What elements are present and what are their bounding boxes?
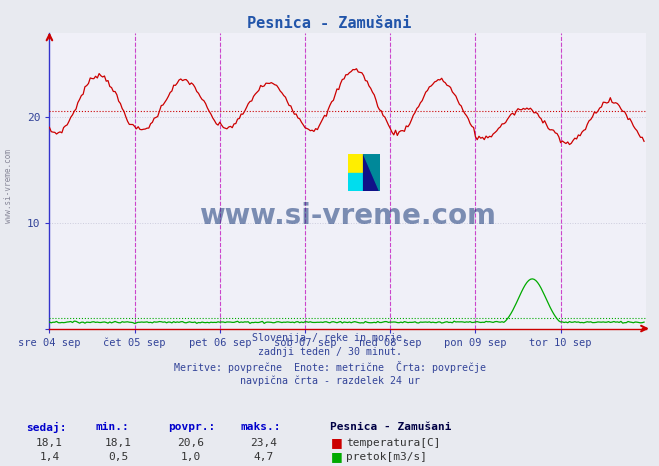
- Text: 4,7: 4,7: [254, 452, 273, 462]
- Text: maks.:: maks.:: [241, 422, 281, 432]
- Polygon shape: [348, 172, 364, 191]
- Text: pretok[m3/s]: pretok[m3/s]: [346, 452, 427, 462]
- Text: ■: ■: [331, 436, 343, 449]
- Polygon shape: [364, 154, 380, 191]
- Text: 18,1: 18,1: [105, 438, 132, 447]
- Text: 18,1: 18,1: [36, 438, 63, 447]
- Polygon shape: [348, 154, 364, 172]
- Text: sedaj:: sedaj:: [26, 422, 67, 433]
- Text: 1,0: 1,0: [181, 452, 201, 462]
- Text: ■: ■: [331, 450, 343, 463]
- Text: 23,4: 23,4: [250, 438, 277, 447]
- Text: min.:: min.:: [96, 422, 129, 432]
- Text: 1,4: 1,4: [40, 452, 59, 462]
- Text: www.si-vreme.com: www.si-vreme.com: [4, 150, 13, 223]
- Text: 0,5: 0,5: [109, 452, 129, 462]
- Text: Slovenija / reke in morje.: Slovenija / reke in morje.: [252, 333, 407, 343]
- Text: navpična črta - razdelek 24 ur: navpična črta - razdelek 24 ur: [239, 375, 420, 386]
- Polygon shape: [364, 154, 380, 191]
- Text: www.si-vreme.com: www.si-vreme.com: [199, 202, 496, 230]
- Text: Pesnica - Zamušani: Pesnica - Zamušani: [247, 16, 412, 31]
- Text: Meritve: povprečne  Enote: metrične  Črta: povprečje: Meritve: povprečne Enote: metrične Črta:…: [173, 361, 486, 373]
- Text: povpr.:: povpr.:: [168, 422, 215, 432]
- Text: Pesnica - Zamušani: Pesnica - Zamušani: [330, 422, 451, 432]
- Text: zadnji teden / 30 minut.: zadnji teden / 30 minut.: [258, 347, 401, 357]
- Text: 20,6: 20,6: [178, 438, 204, 447]
- Text: temperatura[C]: temperatura[C]: [346, 438, 440, 447]
